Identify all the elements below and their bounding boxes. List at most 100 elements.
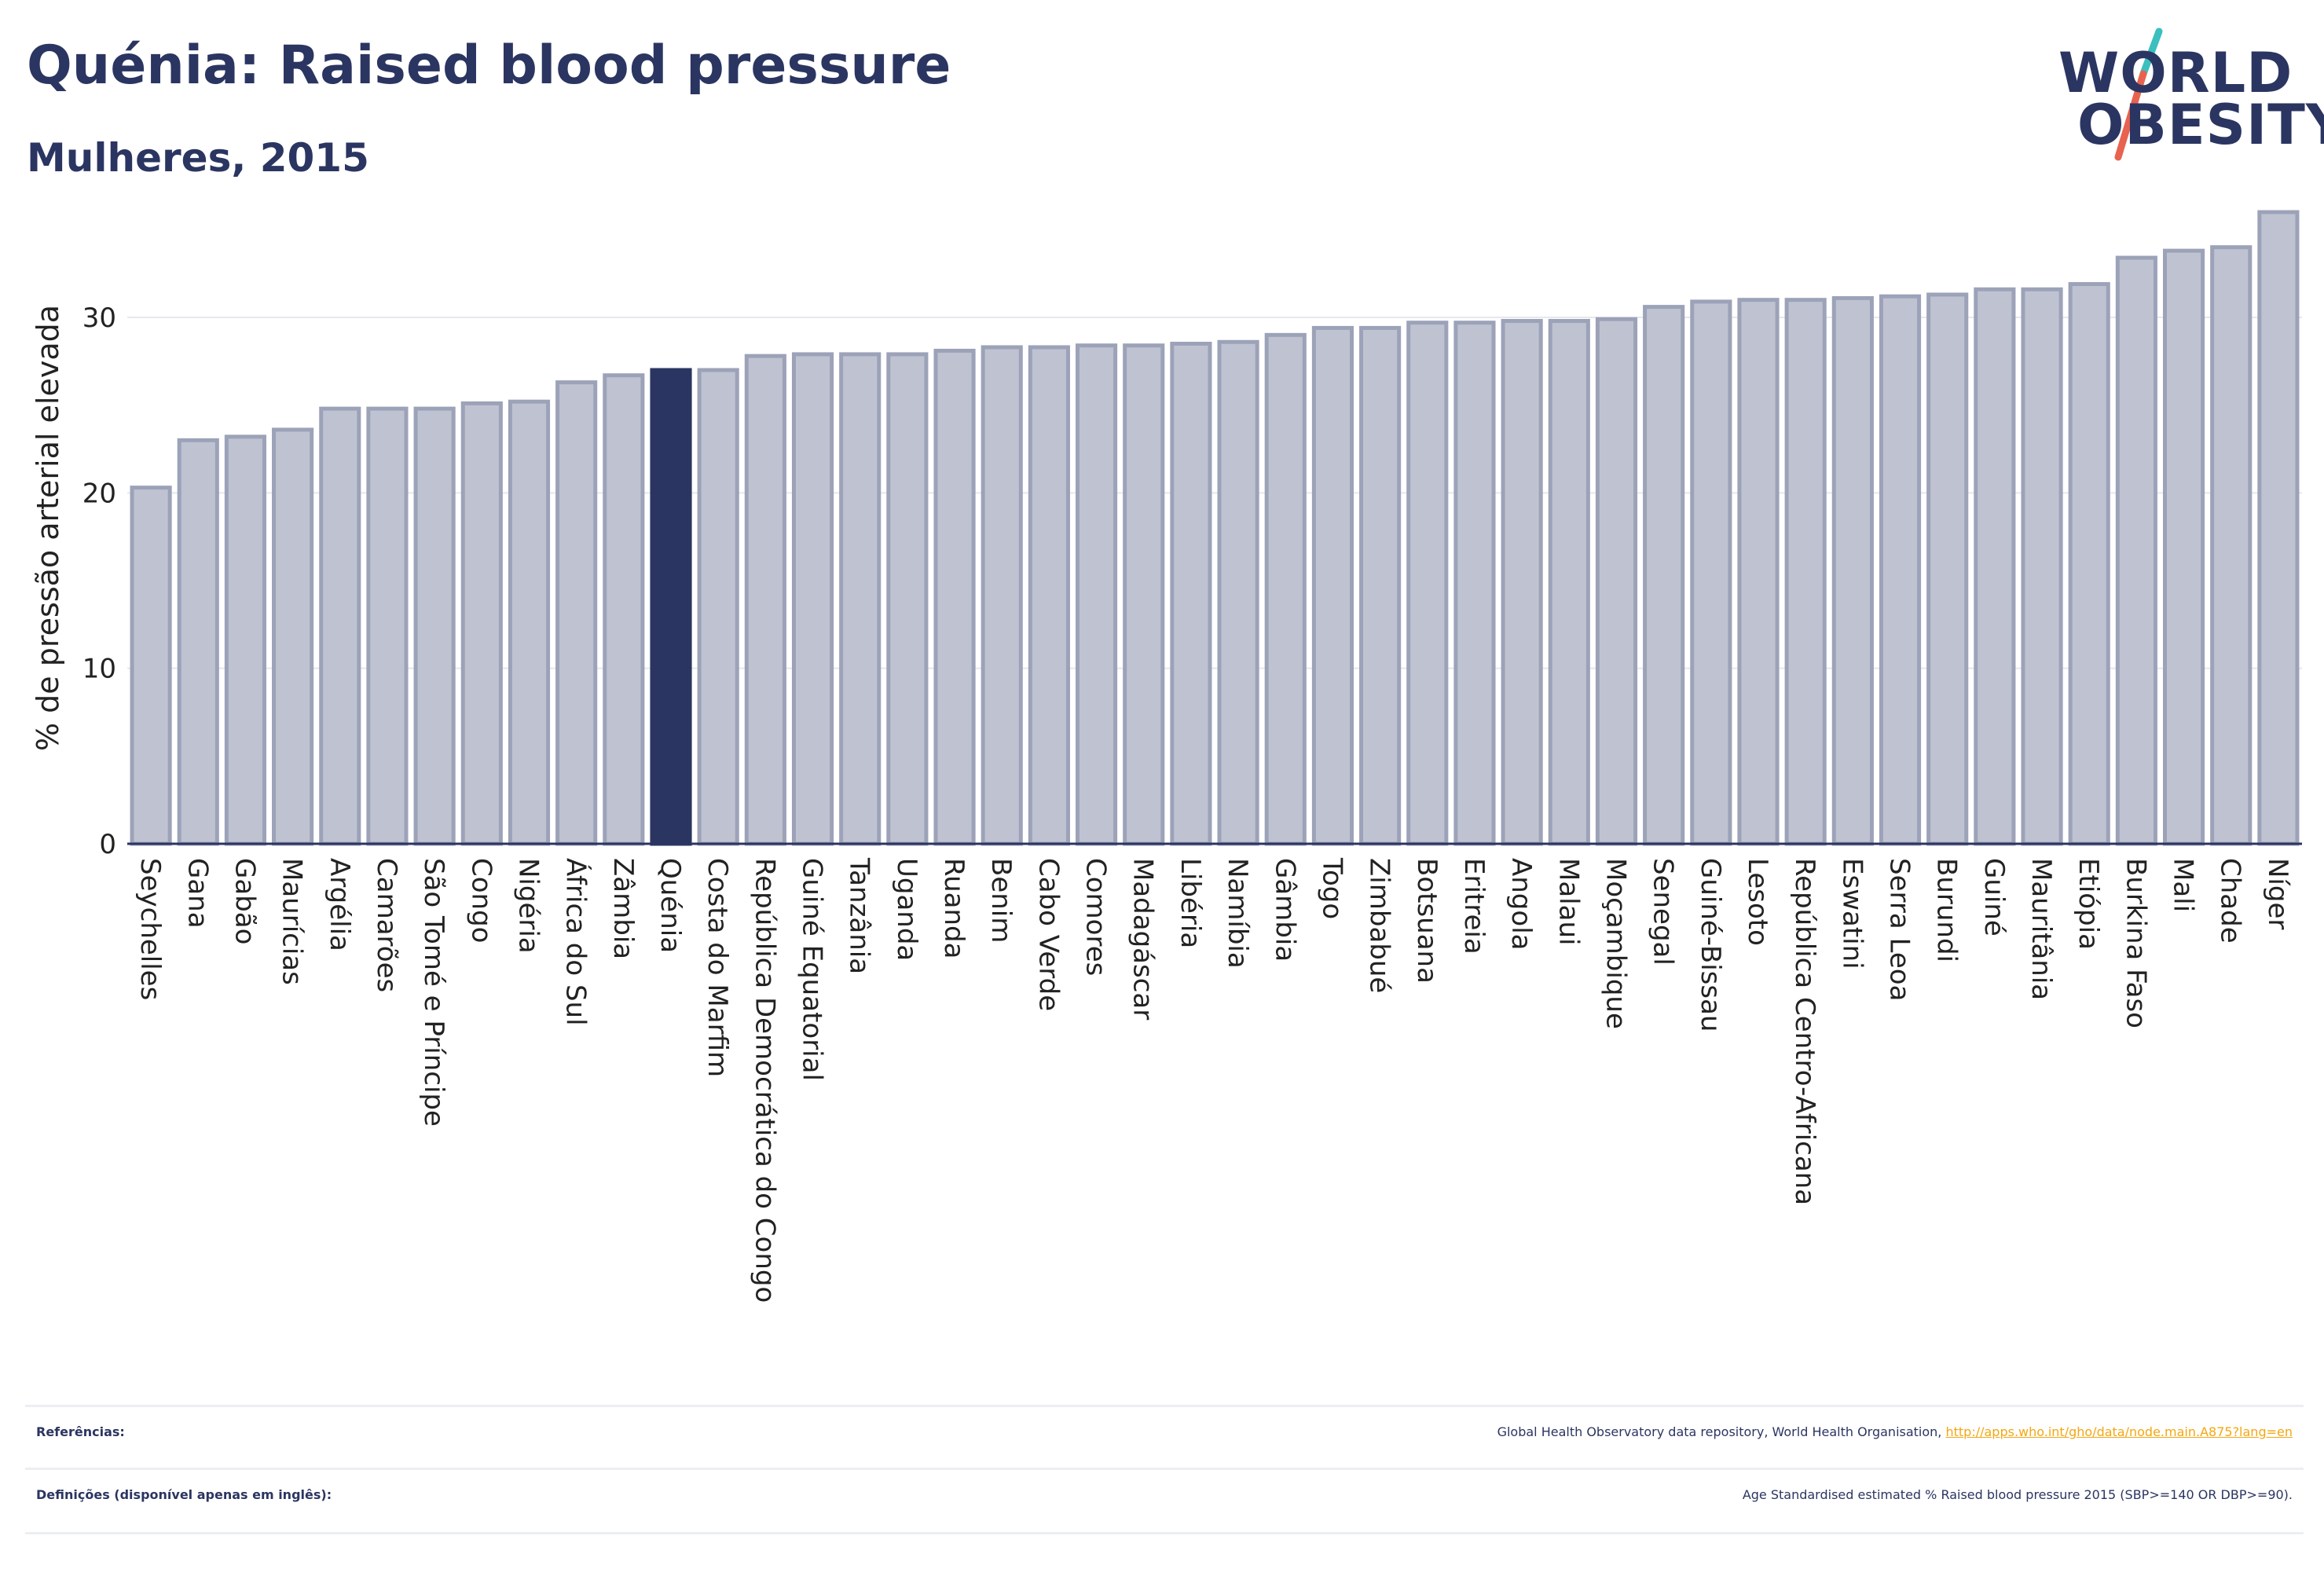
bar	[1831, 295, 1874, 846]
bar	[1311, 325, 1354, 846]
x-tick-label: Libéria	[1175, 858, 1206, 948]
world-obesity-logo: WORLD OBESITY	[2043, 19, 2324, 168]
references-row: Referências: Global Health Observatory d…	[25, 1405, 2304, 1467]
bar-highlighted	[650, 368, 692, 846]
bar-chart: 0 10 20 30 % de pressão arterial elevada Seyc…	[31, 210, 2302, 1303]
bar	[1170, 342, 1212, 846]
y-tick-label: 10	[82, 654, 116, 685]
bar	[1453, 321, 1496, 846]
x-tick-label: Benim	[985, 858, 1017, 943]
references-text: Global Health Observatory data repositor…	[1497, 1424, 1946, 1439]
bar	[1784, 298, 1827, 846]
bar	[744, 354, 786, 846]
references-label: Referências:	[36, 1424, 125, 1439]
x-tick-label: Togo	[1316, 857, 1347, 919]
x-tick-label: República Centro-Africana	[1789, 858, 1820, 1205]
bar	[1926, 292, 1969, 846]
x-tick-label: Costa do Marfim	[702, 858, 733, 1077]
footer-divider	[25, 1532, 2304, 1534]
bar	[1595, 317, 1638, 846]
bar	[1737, 298, 1780, 846]
x-tick-label: Senegal	[1648, 858, 1679, 966]
bar	[1974, 287, 2016, 846]
definitions-text: Age Standardised estimated % Raised bloo…	[1742, 1487, 2293, 1502]
bar	[2162, 248, 2205, 846]
logo-text-world: WORLD	[2058, 41, 2293, 105]
x-tick-label: Camarões	[371, 858, 402, 992]
y-tick-label: 20	[82, 478, 116, 509]
x-tick-label: Gabão	[229, 858, 260, 944]
x-tick-label: Cabo Verde	[1032, 858, 1064, 1011]
x-tick-label: Congo	[465, 858, 497, 943]
x-tick-label: Zâmbia	[607, 858, 639, 959]
bar	[460, 401, 503, 846]
bar	[1359, 325, 1402, 846]
x-tick-label: Burundi	[1931, 858, 1963, 962]
x-tick-label: Uganda	[891, 858, 922, 961]
bar	[130, 486, 172, 846]
bar	[981, 345, 1023, 846]
x-tick-label: Moçambique	[1600, 858, 1631, 1029]
y-tick-label: 30	[82, 302, 116, 334]
bar	[508, 399, 551, 846]
definitions-label: Definições (disponível apenas em inglês)…	[36, 1487, 332, 1502]
definitions-row: Definições (disponível apenas em inglês)…	[25, 1468, 2304, 1530]
bar	[555, 380, 598, 846]
x-tick-label: Quénia	[654, 858, 686, 953]
references-link[interactable]: http://apps.who.int/gho/data/node.main.A…	[1945, 1424, 2293, 1439]
bar	[603, 373, 645, 846]
bar	[1879, 294, 1922, 846]
x-tick-label: Guiné Equatorial	[797, 858, 828, 1081]
bar	[1690, 299, 1732, 846]
x-tick-label: Mali	[2168, 858, 2199, 912]
logo-slash-icon	[2114, 27, 2163, 161]
x-tick-label: Comores	[1080, 858, 1112, 976]
bar	[177, 438, 219, 846]
x-tick-label: Tanzânia	[844, 857, 875, 974]
x-tick-label: República Democrática do Congo	[749, 858, 780, 1303]
x-tick-label: Burkina Faso	[2120, 858, 2151, 1028]
chart-title: Quénia: Raised blood pressure	[27, 35, 951, 97]
x-tick-label: Lesoto	[1742, 858, 1773, 946]
bar	[1264, 332, 1307, 846]
bar	[1028, 345, 1070, 846]
bar	[2257, 210, 2300, 846]
x-tick-label: Eritreia	[1458, 858, 1490, 955]
logo-text-obesity: OBESITY	[2077, 93, 2324, 157]
x-tick-label: Chade	[2215, 858, 2246, 944]
x-tick-label: Mauritânia	[2025, 858, 2057, 1000]
x-tick-label: Níger	[2262, 858, 2293, 929]
y-tick-label: 0	[99, 829, 116, 860]
x-tick-label: Guiné	[1978, 858, 2010, 936]
x-tick-label: Zimbabué	[1364, 858, 1395, 993]
bar	[413, 406, 456, 846]
x-tick-label: São Tomé e Príncipe	[418, 858, 449, 1127]
bar	[933, 348, 976, 846]
x-tick-label: Guiné-Bissau	[1695, 858, 1726, 1032]
x-tick-label: Maurícias	[277, 858, 308, 985]
x-tick-label: Ruanda	[938, 858, 970, 958]
x-tick-label: Botsuana	[1411, 858, 1442, 984]
x-tick-label: Madagáscar	[1127, 858, 1159, 1020]
bar	[839, 352, 882, 846]
bar	[2115, 255, 2157, 846]
x-tick-label: África do Sul	[560, 858, 592, 1026]
bar	[2068, 282, 2110, 846]
bar	[697, 368, 739, 846]
x-tick-label: Gana	[181, 858, 213, 929]
references-value: Global Health Observatory data repositor…	[1497, 1424, 2293, 1439]
bar	[2210, 245, 2253, 846]
bar	[886, 352, 929, 846]
bar	[1406, 321, 1449, 846]
bar	[272, 427, 314, 846]
x-tick-label: Nigéria	[512, 858, 544, 954]
bar	[1501, 318, 1543, 846]
bar	[366, 406, 409, 846]
x-tick-label: Angola	[1505, 858, 1537, 950]
bar	[1217, 339, 1259, 846]
x-tick-label: Serra Leoa	[1884, 858, 1915, 1001]
bar	[319, 406, 361, 846]
y-axis-label: % de pressão arterial elevada	[31, 305, 65, 751]
bar	[1075, 343, 1118, 846]
bar	[791, 352, 834, 846]
